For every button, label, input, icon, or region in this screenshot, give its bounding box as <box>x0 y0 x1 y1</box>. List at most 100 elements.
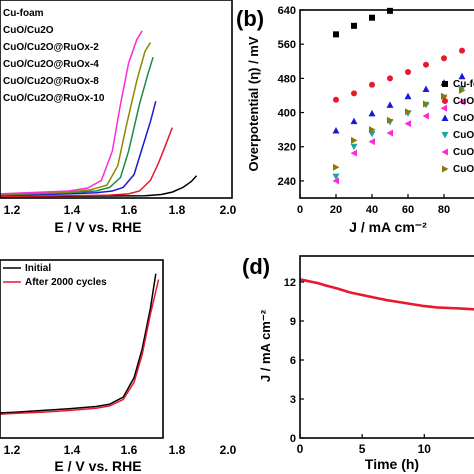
point-b-cuo-cu2o-ruox-10-4 <box>405 108 412 116</box>
panel-d-xlabel: Time (h) <box>365 456 419 472</box>
panel-c-series <box>0 273 160 416</box>
point-b-cuo-cu2o-ruox-10-1 <box>351 136 358 144</box>
panel-a-series <box>0 30 198 198</box>
legend-b-marker-cuo-cu2o-ruox-2 <box>441 114 449 121</box>
panel-b-letter: (b) <box>236 6 264 31</box>
legend-b-cuo-cu2o-ruox-2: CuO/Cu2O@RuOx-2 <box>453 113 474 124</box>
ytick-d-0: 0 <box>290 433 296 445</box>
xtick-c-1.2: 1.2 <box>4 443 21 457</box>
point-b-cuo-cu2o-0 <box>333 96 339 103</box>
point-b-cuo-cu2o-ruox-4-1 <box>350 143 358 151</box>
panel-a-xlabel: E / V vs. RHE <box>54 219 141 235</box>
point-b-cuo-cu2o-ruox-2-2 <box>368 109 376 117</box>
panel-b-legend: Cu-foam CuO/Cu2O CuO/Cu2O@RuOx-2 CuO/Cu2O@R… <box>453 79 474 175</box>
point-b-cuo-cu2o-ruox-2-5 <box>422 85 430 93</box>
xtick-a-1.4: 1.4 <box>64 203 81 217</box>
legend-a-ruox-2: CuO/Cu2O@RuOx-2 <box>3 42 99 53</box>
point-b-cuo-cu2o-ruox-10-5 <box>423 100 430 108</box>
series-a-cuo-cu2o-ruox-8 <box>0 42 152 196</box>
panel-a-xticks: 1.2 1.4 1.6 1.8 2.0 <box>4 203 237 217</box>
legend-a-cu-foam: Cu-foam <box>3 8 44 19</box>
panel-d: (d) 0 3 6 9 12 0 5 10 J / mA cm⁻² Time (h) <box>242 254 474 472</box>
xtick-c-1.4: 1.4 <box>64 443 81 457</box>
xtick-a-1.8: 1.8 <box>169 203 186 217</box>
xtick-a-1.2: 1.2 <box>4 203 21 217</box>
point-b-cuo-cu2o-ruox-8-6 <box>440 104 447 112</box>
xtick-b-60: 60 <box>402 204 414 216</box>
ytick-b-320: 320 <box>278 142 296 154</box>
point-b-cu-foam-2 <box>369 14 375 21</box>
panel-d-frame <box>299 255 474 439</box>
point-b-cuo-cu2o-ruox-2-7 <box>458 72 466 80</box>
panel-d-letter: (d) <box>242 254 270 279</box>
xtick-d-0: 0 <box>297 442 304 456</box>
point-b-cuo-cu2o-3 <box>387 75 393 82</box>
panel-b: (b) 240 320 400 480 560 640 0 20 40 60 80 Overpot… <box>236 5 474 235</box>
point-b-cuo-cu2o-ruox-2-0 <box>332 126 340 134</box>
point-b-cuo-cu2o-ruox-2-1 <box>350 117 358 125</box>
point-b-cuo-cu2o-5 <box>423 61 429 68</box>
legend-b-cu-foam: Cu-foam <box>453 79 474 90</box>
xtick-d-5: 5 <box>359 442 366 456</box>
point-b-cuo-cu2o-7 <box>459 47 465 54</box>
xtick-c-2.0: 2.0 <box>220 443 237 457</box>
panel-a-legend: Cu-foam CuO/Cu2O CuO/Cu2O@RuOx-2 CuO/Cu2… <box>3 8 105 104</box>
legend-c-initial: Initial <box>25 263 51 274</box>
point-b-cuo-cu2o-ruox-8-2 <box>368 138 375 146</box>
point-b-cuo-cu2o-ruox-2-4 <box>404 92 412 100</box>
panel-b-xlabel: J / mA cm⁻² <box>349 219 427 235</box>
point-b-cuo-cu2o-ruox-8-4 <box>404 120 411 128</box>
xtick-c-1.8: 1.8 <box>169 443 186 457</box>
panel-d-yticks: 0 3 6 9 12 <box>284 277 304 445</box>
panel-b-xticks: 0 20 40 60 80 <box>297 194 450 216</box>
point-b-cu-foam-0 <box>333 31 339 38</box>
series-d-current <box>299 278 474 311</box>
panel-a-frame <box>0 0 233 199</box>
legend-b-cuo-cu2o-ruox-8: CuO/Cu2O@RuOx-8 <box>453 147 474 158</box>
panel-d-series <box>299 278 474 311</box>
ytick-b-240: 240 <box>278 176 296 188</box>
panel-c-xlabel: E / V vs. RHE <box>54 458 141 474</box>
legend-b-marker-cu-foam <box>442 81 448 87</box>
ytick-d-3: 3 <box>290 394 296 406</box>
series-a-cuo-cu2o-ruox-2 <box>0 101 157 197</box>
panel-b-frame <box>299 9 474 199</box>
panel-b-ylabel: Overpotential (η) / mV <box>246 36 261 171</box>
legend-b-cuo-cu2o-ruox-10: CuO/Cu2O@RuOx-10 <box>453 164 474 175</box>
point-b-cuo-cu2o-ruox-10-6 <box>441 92 448 100</box>
panel-b-points <box>332 7 466 185</box>
point-b-cuo-cu2o-ruox-10-7 <box>459 86 466 94</box>
panel-b-yticks: 240 320 400 480 560 640 <box>278 5 304 188</box>
point-b-cuo-cu2o-ruox-8-3 <box>386 129 393 137</box>
point-b-cuo-cu2o-ruox-8-7 <box>458 98 465 106</box>
point-b-cuo-cu2o-ruox-4-2 <box>368 130 376 138</box>
legend-b-cuo-cu2o: CuO/Cu2O <box>453 96 474 107</box>
xtick-b-20: 20 <box>330 204 342 216</box>
point-b-cuo-cu2o-ruox-10-0 <box>333 163 340 171</box>
legend-c-after-2000-cycles: After 2000 cycles <box>25 277 107 288</box>
xtick-a-1.6: 1.6 <box>121 203 138 217</box>
point-b-cu-foam-3 <box>387 7 393 14</box>
legend-a-cuo-cu2o: CuO/Cu2O <box>3 25 54 36</box>
point-b-cuo-cu2o-ruox-8-5 <box>422 112 429 120</box>
panel-a: Cu-foam CuO/Cu2O CuO/Cu2O@RuOx-2 CuO/Cu2… <box>0 0 237 235</box>
point-b-cuo-cu2o-ruox-2-3 <box>386 101 394 108</box>
legend-a-ruox-4: CuO/Cu2O@RuOx-4 <box>3 59 99 70</box>
series-a-cuo-cu2o-ruox-10 <box>0 30 143 195</box>
ytick-b-480: 480 <box>278 73 296 85</box>
xtick-a-2.0: 2.0 <box>220 203 237 217</box>
panel-c-frame <box>0 259 164 439</box>
point-b-cuo-cu2o-ruox-8-1 <box>350 149 357 157</box>
ytick-b-400: 400 <box>278 108 296 120</box>
series-c-after-2000-cycles <box>0 279 160 416</box>
point-b-cuo-cu2o-ruox-10-2 <box>369 126 376 134</box>
legend-b-marker-cuo-cu2o-ruox-4 <box>441 132 449 139</box>
panel-d-ylabel: J / mA cm⁻² <box>258 309 273 382</box>
point-b-cuo-cu2o-4 <box>405 68 411 75</box>
point-b-cuo-cu2o-ruox-4-0 <box>332 173 340 181</box>
point-b-cuo-cu2o-2 <box>369 81 375 88</box>
xtick-b-80: 80 <box>438 204 450 216</box>
xtick-b-0: 0 <box>297 204 303 216</box>
legend-b-marker-cuo-cu2o <box>442 98 448 104</box>
panel-c: Initial After 2000 cycles 1.2 1.4 1.6 1.… <box>0 259 237 474</box>
